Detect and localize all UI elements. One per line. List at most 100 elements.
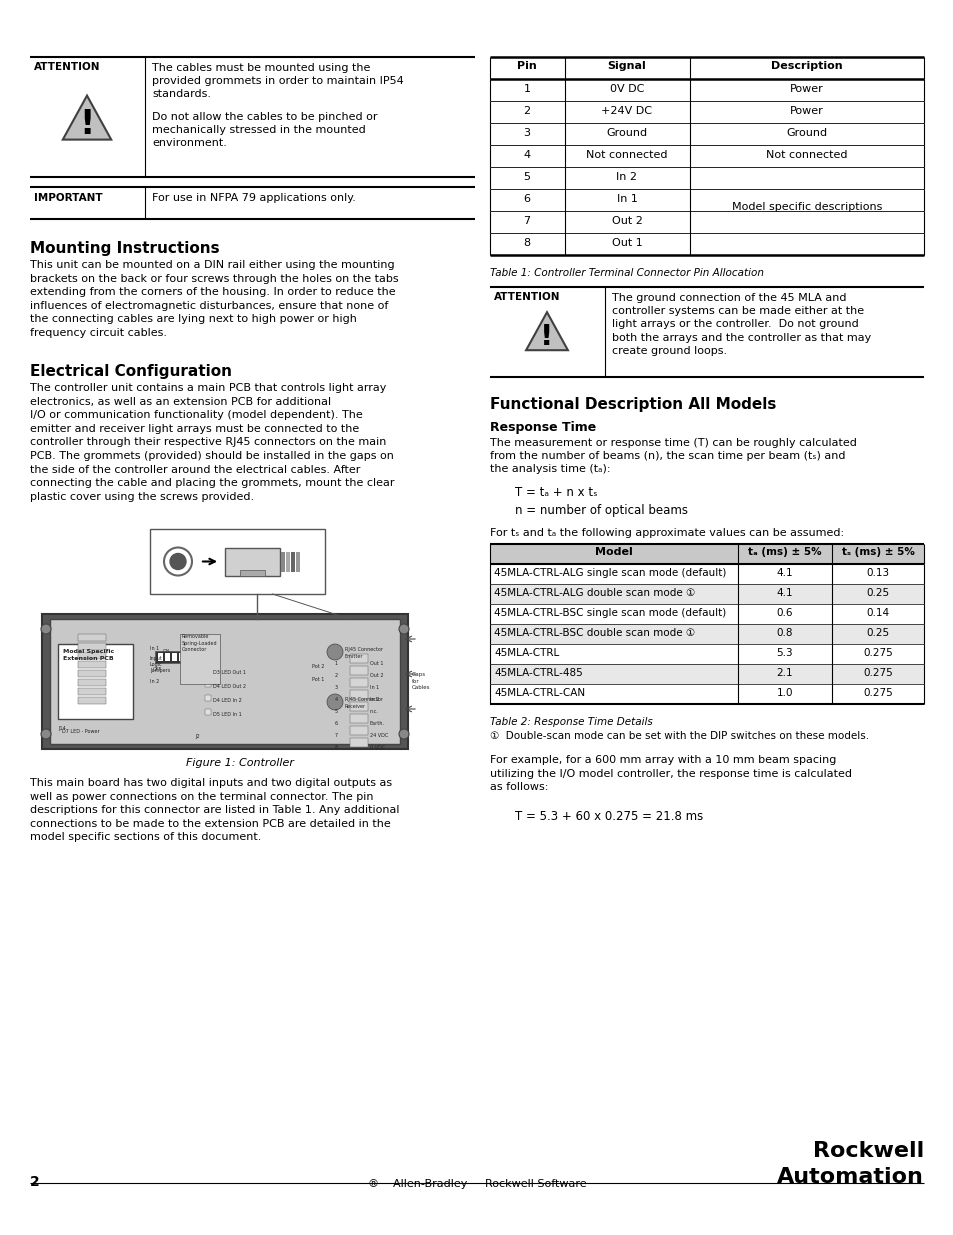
Text: Mounting Instructions: Mounting Instructions <box>30 241 219 256</box>
Text: 8: 8 <box>523 238 530 248</box>
FancyBboxPatch shape <box>158 653 163 661</box>
Text: Signal: Signal <box>607 61 646 70</box>
Text: ATTENTION: ATTENTION <box>494 291 560 303</box>
Text: 45MLA-CTRL-BSC double scan mode ①: 45MLA-CTRL-BSC double scan mode ① <box>494 629 695 638</box>
Polygon shape <box>63 95 112 140</box>
FancyBboxPatch shape <box>78 643 106 650</box>
Text: J14: J14 <box>58 726 66 731</box>
Text: Model specific descriptions: Model specific descriptions <box>731 203 882 212</box>
FancyBboxPatch shape <box>350 655 368 663</box>
Text: 4.1: 4.1 <box>776 568 793 578</box>
Text: In 2: In 2 <box>616 172 637 182</box>
Text: 3: 3 <box>523 128 530 138</box>
Text: Out 2: Out 2 <box>370 673 383 678</box>
Text: 2: 2 <box>523 106 530 116</box>
FancyBboxPatch shape <box>281 552 285 572</box>
FancyBboxPatch shape <box>350 714 368 722</box>
Polygon shape <box>525 312 567 351</box>
Text: Input
Logic
Jumpers: Input Logic Jumpers <box>150 656 170 673</box>
FancyBboxPatch shape <box>78 661 106 668</box>
Text: Not connected: Not connected <box>765 149 847 161</box>
Text: Response Time: Response Time <box>490 421 596 433</box>
Text: Electrical Configuration: Electrical Configuration <box>30 364 232 379</box>
Text: 0 VDC: 0 VDC <box>370 745 385 750</box>
Text: Table 1: Controller Terminal Connector Pin Allocation: Table 1: Controller Terminal Connector P… <box>490 268 763 278</box>
Text: Description: Description <box>770 61 841 70</box>
FancyBboxPatch shape <box>350 666 368 676</box>
FancyBboxPatch shape <box>193 653 198 661</box>
Text: 0.6: 0.6 <box>776 608 792 618</box>
FancyBboxPatch shape <box>205 680 211 687</box>
Text: 0.275: 0.275 <box>862 668 892 678</box>
Text: Model: Model <box>595 547 632 557</box>
Text: 1: 1 <box>523 84 530 94</box>
Text: In 1: In 1 <box>370 685 379 690</box>
FancyBboxPatch shape <box>205 695 211 701</box>
Text: Ground: Ground <box>606 128 647 138</box>
FancyBboxPatch shape <box>200 653 205 661</box>
Text: RJ45 Connector
Emitter: RJ45 Connector Emitter <box>345 647 382 658</box>
Text: In 2: In 2 <box>150 679 159 684</box>
Text: from the number of beams (n), the scan time per beam (tₛ) and: from the number of beams (n), the scan t… <box>490 451 844 461</box>
Text: Functional Description All Models: Functional Description All Models <box>490 396 776 412</box>
Text: Out 1: Out 1 <box>611 238 641 248</box>
Circle shape <box>170 553 186 569</box>
Text: 45MLA-CTRL-CAN: 45MLA-CTRL-CAN <box>494 688 584 698</box>
Text: 0.8: 0.8 <box>776 629 792 638</box>
Text: 4: 4 <box>523 149 530 161</box>
Text: Pin: Pin <box>517 61 537 70</box>
Text: For use in NFPA 79 applications only.: For use in NFPA 79 applications only. <box>152 193 355 203</box>
Text: tₛ (ms) ± 5%: tₛ (ms) ± 5% <box>841 547 914 557</box>
Circle shape <box>327 694 343 710</box>
Text: D4 LED Out 2: D4 LED Out 2 <box>213 684 246 689</box>
Text: 2: 2 <box>335 673 337 678</box>
Text: 5: 5 <box>335 709 337 714</box>
FancyBboxPatch shape <box>350 701 368 711</box>
Text: Ground: Ground <box>785 128 826 138</box>
FancyBboxPatch shape <box>78 671 106 677</box>
Text: 0V DC: 0V DC <box>609 84 643 94</box>
Text: 5: 5 <box>523 172 530 182</box>
Text: Power: Power <box>789 106 823 116</box>
Text: ON: ON <box>163 650 171 655</box>
Text: D3 LED Out 1: D3 LED Out 1 <box>213 671 246 676</box>
FancyBboxPatch shape <box>490 624 923 643</box>
FancyBboxPatch shape <box>291 552 294 572</box>
Text: Rockwell
Automation: Rockwell Automation <box>777 1141 923 1187</box>
FancyBboxPatch shape <box>286 552 290 572</box>
Text: 0.275: 0.275 <box>862 688 892 698</box>
Text: This main board has two digital inputs and two digital outputs as
well as power : This main board has two digital inputs a… <box>30 778 399 842</box>
Text: For tₛ and tₐ the following approximate values can be assumed:: For tₛ and tₐ the following approximate … <box>490 529 843 538</box>
Text: D7 LED - Power: D7 LED - Power <box>62 729 99 734</box>
FancyBboxPatch shape <box>154 651 214 663</box>
Text: 5.3: 5.3 <box>776 648 793 658</box>
Text: J2: J2 <box>194 734 199 739</box>
Text: IMPORTANT: IMPORTANT <box>34 193 103 203</box>
Text: Do not allow the cables to be pinched or
mechanically stressed in the mounted
en: Do not allow the cables to be pinched or… <box>152 112 377 148</box>
Text: Not connected: Not connected <box>586 149 667 161</box>
Text: ®    Allen-Bradley  ·  Rockwell Software: ® Allen-Bradley · Rockwell Software <box>367 1179 586 1189</box>
Text: 4.1: 4.1 <box>776 588 793 598</box>
Text: D5 LED In 1: D5 LED In 1 <box>213 713 241 718</box>
FancyBboxPatch shape <box>78 688 106 695</box>
Circle shape <box>398 624 409 634</box>
Text: 6: 6 <box>523 194 530 204</box>
Text: The controller unit contains a main PCB that controls light array
electronics, a: The controller unit contains a main PCB … <box>30 383 395 501</box>
Circle shape <box>41 624 51 634</box>
Text: ①  Double-scan mode can be set with the DIP switches on these models.: ① Double-scan mode can be set with the D… <box>490 731 868 741</box>
Text: This unit can be mounted on a DIN rail either using the mounting
brackets on the: This unit can be mounted on a DIN rail e… <box>30 261 398 338</box>
Text: OFF: OFF <box>152 667 162 672</box>
Circle shape <box>41 729 51 739</box>
Text: RJ45 Connector
Receiver: RJ45 Connector Receiver <box>345 697 382 709</box>
Text: 2: 2 <box>30 1174 40 1189</box>
Text: 0.25: 0.25 <box>865 588 888 598</box>
Text: 0.275: 0.275 <box>862 648 892 658</box>
Text: n = number of optical beams: n = number of optical beams <box>515 504 687 517</box>
Text: Earth.: Earth. <box>370 721 384 726</box>
Text: 45MLA-CTRL: 45MLA-CTRL <box>494 648 558 658</box>
FancyBboxPatch shape <box>490 584 923 604</box>
Text: Gaps
for
Cables: Gaps for Cables <box>412 672 430 690</box>
FancyBboxPatch shape <box>50 619 399 743</box>
FancyBboxPatch shape <box>350 678 368 687</box>
FancyBboxPatch shape <box>42 614 408 748</box>
